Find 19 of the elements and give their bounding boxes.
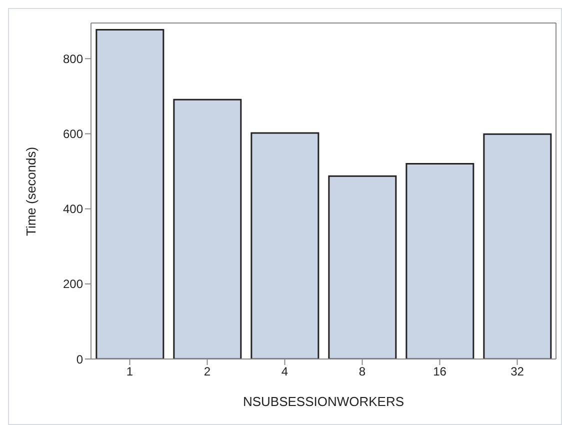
y-tick-label: 600 — [62, 127, 84, 142]
y-tick-label: 800 — [62, 52, 84, 66]
bar — [483, 133, 552, 359]
x-tick-label: 16 — [433, 364, 447, 379]
y-tick-label: 0 — [76, 352, 84, 366]
bar — [250, 132, 320, 359]
bar — [328, 175, 397, 359]
bar — [173, 98, 242, 359]
x-tick-label: 2 — [204, 364, 211, 379]
y-axis-title: Time (seconds) — [24, 146, 39, 236]
x-tick-label: 4 — [281, 364, 288, 379]
bar — [96, 29, 164, 359]
y-tick-label: 400 — [62, 202, 84, 216]
x-tick-label: 8 — [358, 364, 366, 379]
x-axis-title: NSUBSESSIONWORKERS — [242, 394, 404, 409]
x-tick-label: 1 — [126, 364, 134, 379]
x-tick-label: 32 — [510, 364, 524, 379]
y-tick-label: 200 — [62, 277, 84, 292]
bar — [406, 163, 474, 359]
